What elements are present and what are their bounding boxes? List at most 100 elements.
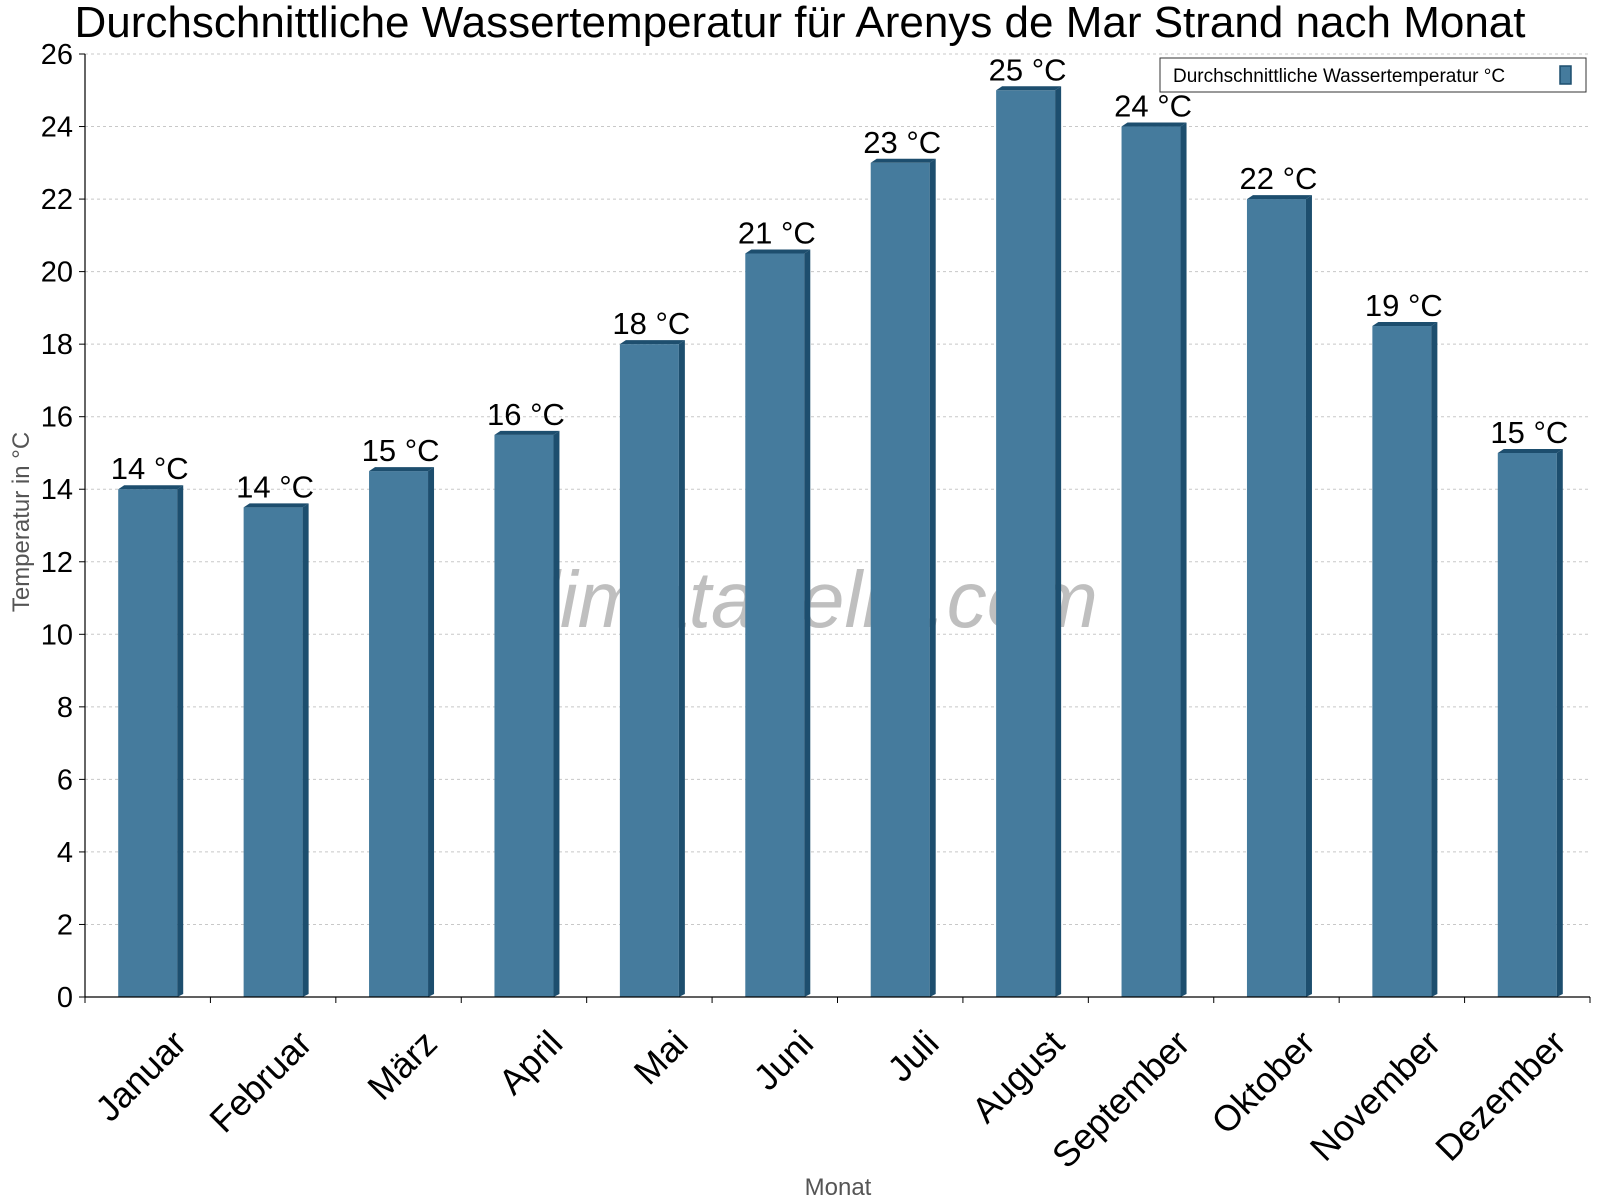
bar-side	[177, 485, 184, 997]
bar	[1121, 122, 1187, 998]
y-tick-label: 2	[57, 909, 73, 941]
data-label: 14 °C	[236, 469, 314, 504]
bar-front	[870, 162, 930, 998]
bar-top	[118, 485, 184, 490]
bar-side	[1180, 122, 1187, 998]
bar-top	[1497, 448, 1563, 453]
data-labels: 14 °C 14 °C 15 °C 16 °C 18 °C 21 °C 23 °C 25 °C…	[111, 52, 1568, 504]
bar-front	[369, 471, 429, 997]
bar-top	[745, 249, 811, 254]
bar-front	[619, 344, 679, 998]
bar-side	[1055, 86, 1062, 998]
y-tick-label: 6	[57, 764, 73, 796]
bar-side	[804, 249, 811, 997]
x-tick-label: Juli	[879, 1022, 946, 1089]
bar	[243, 503, 309, 997]
bar	[1372, 322, 1438, 997]
x-tick-label: April	[490, 1022, 570, 1102]
x-tick-label: Mai	[626, 1022, 696, 1092]
bar-front	[118, 489, 178, 997]
bar-front	[243, 507, 303, 997]
bar	[118, 485, 184, 997]
y-tick-label: 12	[41, 547, 73, 579]
x-axis-label: Monat	[805, 1174, 872, 1200]
y-tick-label: 0	[57, 982, 73, 1014]
bar	[1246, 195, 1312, 998]
data-label: 19 °C	[1365, 288, 1443, 323]
bar-side	[302, 503, 309, 997]
y-tick-label: 10	[41, 619, 73, 651]
bar-top	[1372, 322, 1438, 327]
bar-top	[1121, 122, 1187, 127]
bar-front	[1246, 199, 1306, 998]
bar-side	[678, 340, 685, 998]
bar-top	[619, 340, 685, 345]
bar	[494, 430, 560, 998]
x-tick-label: März	[359, 1022, 445, 1108]
bar-side	[1431, 322, 1438, 997]
chart-title: Durchschnittliche Wassertemperatur für A…	[75, 0, 1526, 47]
y-axis-label: Temperatur in °C	[8, 432, 35, 612]
bars	[118, 86, 1563, 998]
bar-top	[996, 86, 1062, 91]
axes	[84, 54, 1590, 998]
y-tick-label: 18	[41, 329, 73, 361]
bar-top	[243, 503, 309, 508]
y-tick-label: 24	[41, 112, 73, 144]
data-label: 14 °C	[111, 451, 189, 486]
bar-side	[428, 467, 435, 997]
legend-label: Durchschnittliche Wassertemperatur °C	[1173, 66, 1505, 87]
bar-front	[1372, 326, 1432, 997]
legend-swatch	[1559, 65, 1572, 85]
bar-side	[1556, 448, 1563, 997]
bar-top	[1246, 195, 1312, 200]
x-tick-label: Januar	[87, 1022, 194, 1129]
bar	[745, 249, 811, 997]
data-label: 23 °C	[863, 125, 941, 160]
bar-top	[369, 467, 435, 472]
y-tick-label: 26	[41, 39, 73, 71]
y-tick-label: 16	[41, 402, 73, 434]
data-label: 18 °C	[612, 306, 690, 341]
data-label: 24 °C	[1114, 89, 1192, 124]
y-tick-label: 14	[41, 474, 73, 506]
data-label: 15 °C	[1490, 415, 1568, 450]
data-label: 16 °C	[487, 397, 565, 432]
bar-top	[494, 430, 560, 435]
x-tick-label: Juni	[745, 1022, 821, 1098]
y-tick-label: 4	[57, 837, 73, 869]
x-tick-label: September	[1044, 1022, 1198, 1176]
x-tick-label: August	[964, 1022, 1072, 1130]
data-label: 15 °C	[362, 433, 440, 468]
data-label: 25 °C	[989, 52, 1067, 87]
legend-box	[1159, 57, 1587, 93]
legend: Durchschnittliche Wassertemperatur °C	[1159, 57, 1587, 93]
bar-front	[1121, 126, 1181, 998]
grid-lines	[85, 53, 1590, 925]
x-ticks: Januar Februar März April Mai Juni Juli AugustS…	[84, 997, 1591, 1176]
data-label: 22 °C	[1240, 161, 1318, 196]
bar-side	[929, 158, 936, 998]
bar-side	[1305, 195, 1312, 998]
bar	[870, 158, 936, 998]
bar	[369, 467, 435, 997]
bar	[996, 86, 1062, 998]
y-tick-label: 20	[41, 257, 73, 289]
bar	[619, 340, 685, 998]
bar-front	[996, 90, 1056, 998]
bar-side	[553, 430, 560, 998]
bar	[1497, 448, 1563, 997]
y-tick-label: 22	[41, 184, 73, 216]
bar-top	[870, 158, 936, 163]
bar-front	[1497, 452, 1557, 997]
y-tick-label: 8	[57, 692, 73, 724]
data-label: 21 °C	[738, 215, 816, 250]
x-tick-label: Dezember	[1427, 1022, 1573, 1168]
x-tick-label: Oktober	[1203, 1022, 1323, 1142]
x-tick-label: November	[1302, 1022, 1448, 1168]
bar-front	[494, 434, 554, 998]
x-tick-label: Februar	[201, 1022, 319, 1140]
bar-front	[745, 253, 805, 997]
